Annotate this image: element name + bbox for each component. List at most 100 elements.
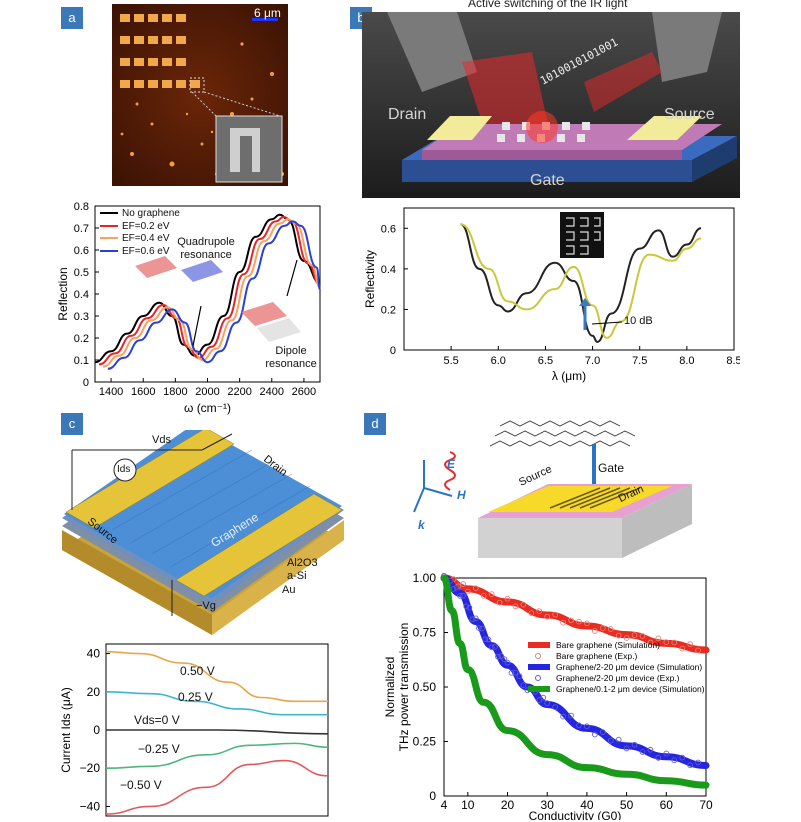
x-tick-label: 2000 — [195, 386, 219, 398]
data-point — [501, 656, 508, 662]
gate-label-d: Gate — [598, 461, 625, 475]
data-point — [512, 603, 519, 610]
data-point — [460, 581, 466, 587]
x-tick-label: 5.5 — [443, 355, 458, 367]
y-tick-label: 40 — [87, 647, 101, 661]
data-point — [687, 641, 693, 647]
y-tick-label: 0.7 — [74, 223, 89, 235]
panel-label-a: a — [61, 7, 83, 29]
data-point — [655, 635, 662, 642]
x-tick-label: 1800 — [163, 386, 187, 398]
data-point — [591, 731, 598, 738]
vds-label: Vds — [152, 434, 171, 446]
x-tick-label: 2200 — [227, 386, 251, 398]
data-point — [552, 704, 559, 710]
data-point — [495, 653, 501, 660]
y-tick-label: 0 — [93, 723, 100, 737]
legend-label: Bare graphene (Exp.) — [556, 651, 637, 661]
x-tick-label: 1400 — [99, 386, 123, 398]
panel-label-c: c — [61, 413, 83, 435]
data-point — [508, 669, 515, 676]
y-tick-label: −40 — [80, 799, 101, 813]
data-point — [623, 745, 630, 752]
data-point — [491, 644, 498, 650]
scale-bar-label: 6 μm — [254, 6, 281, 20]
y-tick-label: −20 — [80, 761, 101, 775]
data-point — [469, 616, 476, 623]
data-point — [560, 619, 566, 626]
legend-item: EF=0.6 eV — [100, 246, 180, 259]
data-point — [479, 625, 485, 632]
series-line — [105, 690, 328, 716]
data-point — [584, 723, 590, 730]
data-point — [552, 611, 559, 618]
y-axis-label: THz power transmission — [397, 623, 411, 752]
y-axis-label: Current Ids (μA) — [59, 687, 73, 773]
x-tick-label: 1600 — [131, 386, 155, 398]
series-line — [106, 729, 329, 735]
data-point — [450, 586, 457, 592]
series-line — [105, 759, 329, 815]
data-point — [599, 625, 606, 631]
x-tick-label: 7.0 — [585, 355, 600, 367]
y-axis-label: Reflection — [56, 267, 70, 320]
y-tick-label: 0.6 — [381, 223, 396, 235]
series-line — [107, 220, 321, 370]
legend-label: Graphene/2-20 μm device (Exp.) — [556, 673, 680, 683]
data-point — [528, 610, 535, 616]
data-point — [516, 673, 523, 679]
y-tick-label: 0.5 — [74, 267, 89, 279]
k-vector-label: k — [418, 518, 425, 532]
data-point — [504, 659, 511, 666]
y-tick-label: 0 — [390, 345, 396, 357]
data-point — [476, 625, 482, 631]
x-tick-label: 8.5 — [726, 355, 740, 367]
data-point — [687, 762, 693, 769]
y-tick-label: 0.75 — [413, 626, 437, 640]
chart-current: 40 20 0 −20 −40 Current Ids (μA) — [59, 643, 329, 817]
x-tick-label: 60 — [660, 798, 674, 812]
quadrupole-label: Quadrupole resonance — [177, 236, 235, 261]
annotation-10db: 10 dB — [624, 315, 653, 327]
data-point — [568, 617, 574, 624]
x-tick-label: 20 — [501, 798, 515, 812]
data-point — [560, 713, 566, 720]
e-field-label: E — [447, 457, 456, 471]
data-point — [599, 729, 606, 735]
legend-item: EF=0.4 eV — [100, 233, 180, 246]
sem-micrograph — [112, 4, 288, 186]
h-field-label: H — [457, 488, 466, 502]
data-point — [679, 754, 686, 761]
source-label-b: Source — [664, 106, 715, 123]
y-tick-label: 20 — [87, 685, 101, 699]
data-point — [623, 635, 630, 641]
y-tick-label: 0.8 — [74, 201, 89, 213]
y-tick-label: 0.4 — [74, 289, 89, 301]
data-point — [584, 620, 590, 627]
data-point — [540, 694, 547, 701]
legend-a: No graphene EF=0.2 eV EF=0.4 eV EF=0.6 eV — [100, 208, 180, 258]
data-point — [631, 741, 638, 748]
al2o3-label: Al2O3 — [287, 557, 318, 569]
chart-reflection: 1400 1600 1800 2000 2200 2400 2600 0 0.1 0.2 0.3 0.… — [56, 201, 321, 415]
series-line — [460, 223, 702, 339]
data-point — [671, 757, 678, 764]
data-point — [607, 737, 614, 744]
x-tick-label: 70 — [699, 798, 713, 812]
data-point — [536, 608, 543, 614]
label-m050v: −0.50 V — [120, 778, 162, 792]
series-line — [440, 574, 710, 769]
data-point — [457, 593, 463, 599]
data-point — [466, 604, 473, 611]
y-tick-label: 0.25 — [413, 735, 437, 749]
legend-item: No graphene — [100, 208, 180, 221]
x-tick-label: 8.0 — [679, 355, 694, 367]
data-point — [504, 595, 511, 602]
au-label: Au — [282, 584, 296, 596]
x-tick-label: 4 — [441, 798, 448, 812]
data-point — [453, 584, 460, 591]
data-point — [568, 712, 574, 719]
y-tick-label: 0.2 — [381, 304, 396, 316]
x-axis-label: λ (μm) — [552, 369, 586, 383]
x-axis-label: ω (cm⁻¹) — [184, 401, 231, 415]
